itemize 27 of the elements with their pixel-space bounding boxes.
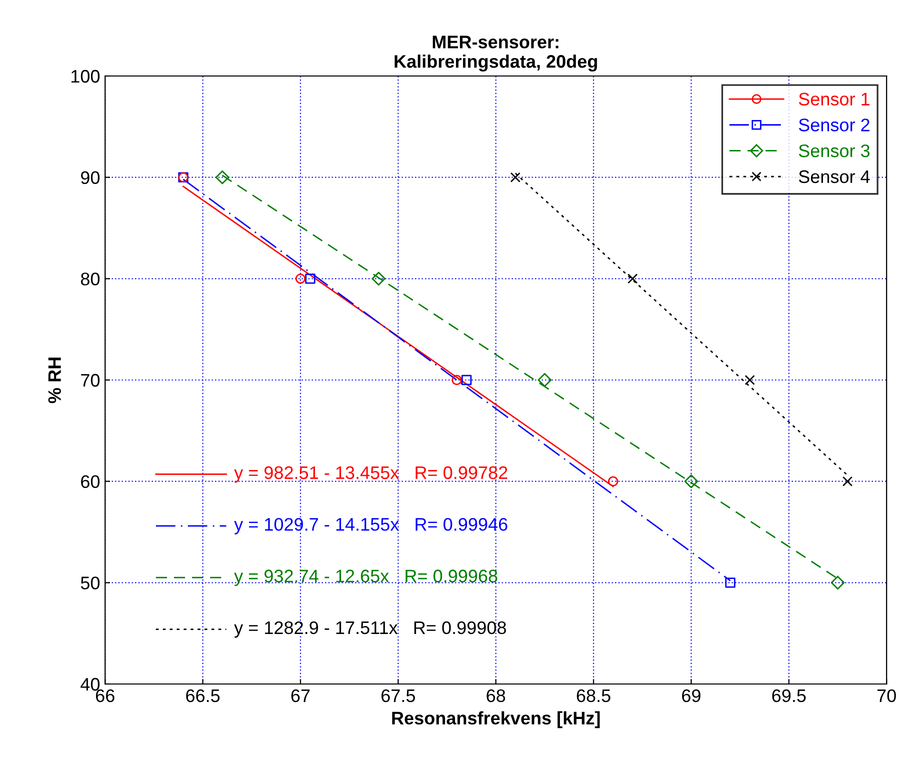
legend-label: Sensor 1 <box>798 92 870 106</box>
chart-title: MER-sensorer: Kalibreringsdata, 20deg <box>394 36 597 72</box>
y-tick-label: 100 <box>72 70 100 83</box>
legend-label: Sensor 4 <box>798 170 870 184</box>
legend-label: Sensor 3 <box>798 144 870 158</box>
x-tick-label: 69 <box>682 689 700 702</box>
x-tick-label: 67.5 <box>382 689 415 702</box>
annotation: y = 1029.7 - 14.155x R= 0.99946 <box>234 518 508 534</box>
y-tick-label: 80 <box>80 272 100 286</box>
x-tick-label: 69.5 <box>772 689 806 702</box>
x-tick-label: 67 <box>291 689 310 702</box>
annotation: y = 1282.9 - 17.511x R= 0.99908 <box>234 621 506 638</box>
x-tick-label: 68 <box>486 689 506 702</box>
y-tick-label: 40 <box>80 678 100 691</box>
x-tick-label: 70 <box>877 689 896 702</box>
legend-label: Sensor 2 <box>798 118 870 132</box>
x-tick-label: 66.5 <box>186 689 220 702</box>
y-axis-title: % RH <box>48 358 61 404</box>
y-tick-label: 70 <box>81 374 100 387</box>
y-tick-label: 60 <box>81 475 100 488</box>
x-axis-title: Resonansfrekvens [kHz] <box>392 711 600 728</box>
annotation: y = 982.51 - 13.455x R= 0.99782 <box>234 466 508 483</box>
y-tick-label: 50 <box>80 576 100 590</box>
x-tick-label: 66 <box>96 689 114 702</box>
x-tick-label: 68.5 <box>576 689 610 702</box>
annotation: y = 932.74 - 12.65x R= 0.99968 <box>234 570 498 586</box>
y-tick-label: 90 <box>81 171 100 184</box>
